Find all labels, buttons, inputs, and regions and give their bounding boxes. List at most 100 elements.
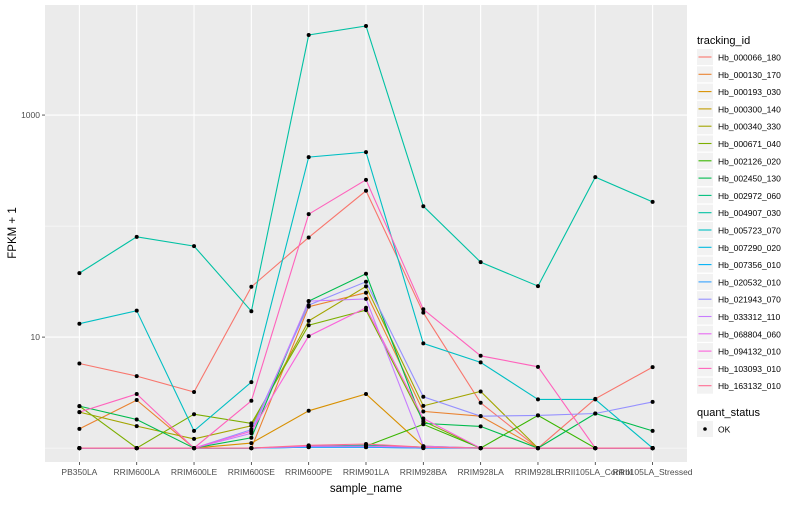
data-point bbox=[249, 380, 254, 385]
legend-label: Hb_033312_110 bbox=[718, 312, 781, 322]
x-tick-label: PB350LA bbox=[61, 467, 97, 477]
axes: 10 1000 PB350LA RRIM600LA RRIM600LE RRIM600SE… bbox=[21, 110, 693, 477]
data-point bbox=[249, 309, 254, 314]
data-point bbox=[478, 446, 483, 451]
data-point bbox=[535, 413, 540, 418]
data-point bbox=[364, 296, 368, 301]
data-point bbox=[650, 365, 655, 370]
data-point bbox=[306, 443, 311, 448]
data-point bbox=[249, 435, 254, 440]
data-point bbox=[421, 445, 426, 450]
data-point bbox=[134, 398, 139, 403]
y-axis-label: FPKM + 1 bbox=[7, 207, 19, 258]
data-point bbox=[306, 303, 311, 308]
shape-legend-label: OK bbox=[718, 425, 731, 435]
data-point bbox=[535, 397, 540, 402]
legend-label: Hb_007290_020 bbox=[718, 243, 781, 253]
data-point bbox=[134, 424, 139, 429]
data-point bbox=[364, 305, 368, 310]
data-point bbox=[421, 307, 426, 312]
data-point bbox=[306, 33, 311, 38]
data-point bbox=[535, 284, 540, 289]
data-point bbox=[134, 308, 139, 313]
data-point bbox=[478, 353, 483, 358]
data-point bbox=[478, 424, 483, 429]
data-point bbox=[593, 397, 598, 402]
data-point bbox=[535, 446, 540, 451]
data-point bbox=[364, 441, 368, 446]
data-point bbox=[134, 392, 139, 397]
legend-label: Hb_000671_040 bbox=[718, 139, 781, 149]
data-point bbox=[421, 409, 426, 414]
x-tick-label: RRIM600LA bbox=[114, 467, 161, 477]
data-point bbox=[650, 399, 655, 404]
data-point bbox=[77, 426, 82, 431]
data-point bbox=[192, 436, 197, 441]
data-point bbox=[535, 364, 540, 369]
data-point bbox=[77, 404, 82, 409]
x-axis-label: sample_name bbox=[330, 483, 402, 495]
y-tick-label: 1000 bbox=[21, 110, 40, 120]
data-point bbox=[249, 441, 254, 446]
data-point bbox=[77, 271, 82, 276]
x-tick-label: RRII105LA_Control bbox=[558, 467, 632, 477]
data-point bbox=[593, 411, 598, 416]
data-point bbox=[421, 416, 426, 421]
data-point bbox=[478, 389, 483, 394]
data-point bbox=[364, 271, 368, 276]
data-point bbox=[364, 177, 368, 182]
data-point bbox=[421, 421, 426, 426]
data-point bbox=[306, 299, 311, 304]
data-point bbox=[249, 446, 254, 451]
legend-label: Hb_000130_170 bbox=[718, 70, 781, 80]
legend-label: Hb_007356_010 bbox=[718, 260, 781, 270]
data-point bbox=[192, 244, 197, 249]
data-point bbox=[364, 392, 368, 397]
legend-label: Hb_005723_070 bbox=[718, 226, 781, 236]
legend-label: Hb_004907_030 bbox=[718, 208, 781, 218]
data-point bbox=[249, 284, 254, 289]
shape-legend-title: quant_status bbox=[697, 407, 760, 419]
x-tick-label: RRIM600SE bbox=[228, 467, 276, 477]
x-tick-label: RRIM928BA bbox=[400, 467, 448, 477]
data-point bbox=[364, 23, 368, 28]
data-point bbox=[192, 428, 197, 433]
data-point bbox=[364, 290, 368, 295]
data-point bbox=[306, 323, 311, 328]
data-point bbox=[421, 403, 426, 408]
data-point bbox=[364, 150, 368, 155]
x-tick-label: RRIM901LA bbox=[343, 467, 390, 477]
data-point bbox=[77, 446, 82, 451]
data-point bbox=[306, 212, 311, 217]
legend-label: Hb_002126_020 bbox=[718, 156, 781, 166]
data-point bbox=[306, 408, 311, 413]
data-point bbox=[421, 341, 426, 346]
data-point bbox=[249, 429, 254, 434]
data-point bbox=[77, 321, 82, 326]
legend-label: Hb_002972_060 bbox=[718, 191, 781, 201]
legend-label: Hb_000066_180 bbox=[718, 53, 781, 63]
legend-label: Hb_020532_010 bbox=[718, 277, 781, 287]
data-point bbox=[478, 414, 483, 419]
data-point bbox=[249, 421, 254, 426]
data-point bbox=[77, 410, 82, 415]
data-point bbox=[249, 398, 254, 403]
data-points bbox=[77, 23, 655, 451]
legend-title: tracking_id bbox=[697, 35, 750, 47]
shape-legend-point bbox=[703, 427, 707, 431]
data-point bbox=[593, 446, 598, 451]
data-point bbox=[478, 400, 483, 405]
legend-label: Hb_002450_130 bbox=[718, 174, 781, 184]
data-point bbox=[306, 155, 311, 160]
legend-label: Hb_000300_140 bbox=[718, 104, 781, 114]
data-point bbox=[593, 175, 598, 180]
y-tick-label: 10 bbox=[31, 332, 41, 342]
legend-label: Hb_000340_330 bbox=[718, 122, 781, 132]
data-point bbox=[421, 394, 426, 399]
data-point bbox=[134, 446, 139, 451]
data-point bbox=[478, 360, 483, 365]
data-point bbox=[192, 390, 197, 395]
x-tick-label: RRIM928LE bbox=[515, 467, 562, 477]
data-point bbox=[421, 310, 426, 315]
legend-label: Hb_163132_010 bbox=[718, 381, 781, 391]
